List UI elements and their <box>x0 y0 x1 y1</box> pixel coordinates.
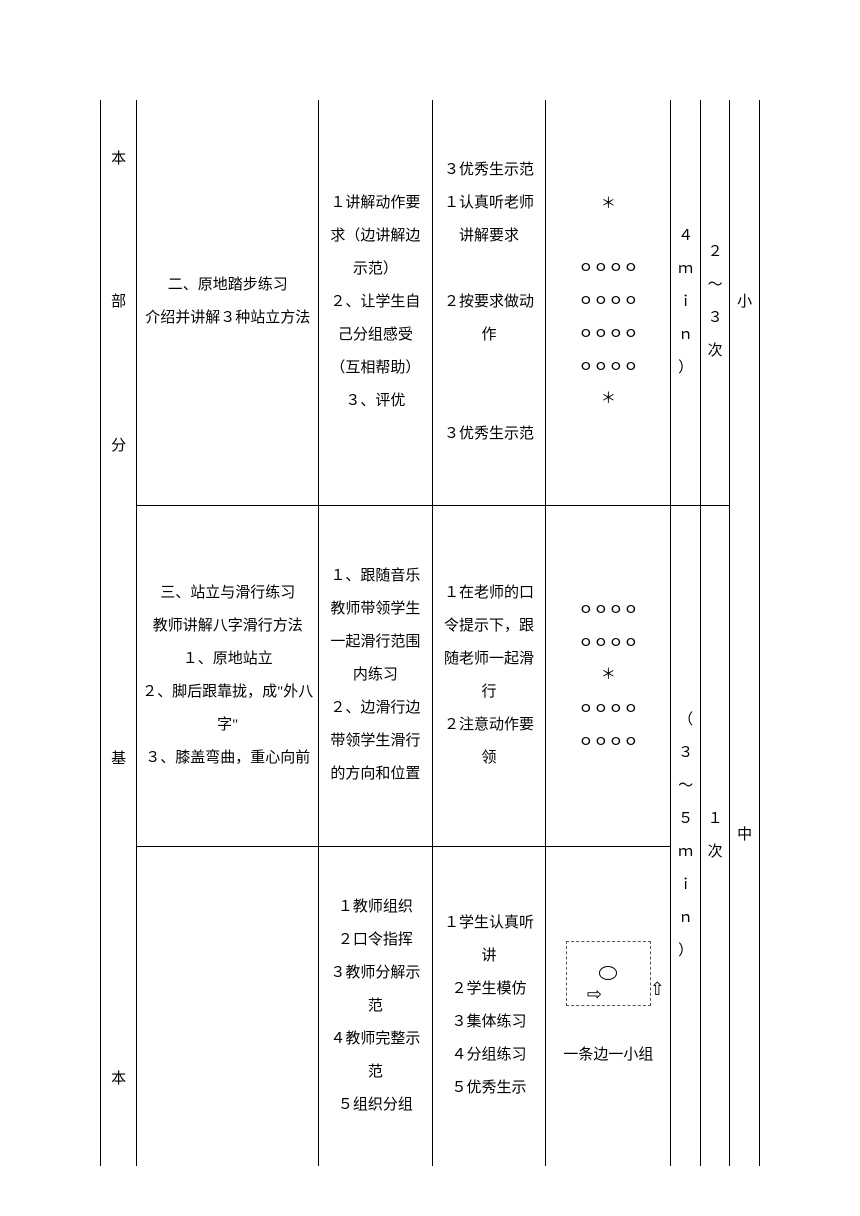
time-text: ４ｍｉｎ） <box>675 220 696 385</box>
intensity-cell: 小 <box>730 100 760 505</box>
formation-row: ｏｏｏｏ <box>550 317 666 350</box>
student-text: １学生认真听讲 ２学生模仿 ３集体练习 ４分组练习 ５优秀生示 <box>437 907 542 1105</box>
table-row: 基 三、站立与滑行练习 教师讲解八字滑行方法 １、原地站立 ２、脚后跟靠拢，成"… <box>101 505 760 846</box>
time-cell: ４ｍｉｎ） <box>671 100 701 505</box>
content-cell <box>137 846 319 1166</box>
formation-row: ｏｏｏｏ <box>550 626 666 659</box>
label-char: 本 <box>105 1063 132 1096</box>
formation-diagram: ⇨ ⇧ <box>566 941 651 1006</box>
formation-star: ＊ <box>550 383 666 416</box>
formation-star: ＊ <box>550 188 666 221</box>
formation-cell: ｏｏｏｏ ｏｏｏｏ ＊ ｏｏｏｏ ｏｏｏｏ <box>546 505 671 846</box>
time-cell: （３～５ｍｉｎ） <box>671 505 701 1166</box>
label-char: 基 <box>105 743 132 776</box>
formation-row: ｏｏｏｏ <box>550 725 666 758</box>
student-text: １在老师的口令提示下，跟随老师一起滑行 ２注意动作要领 <box>437 577 542 775</box>
intensity-cell: 中 <box>730 505 760 1166</box>
count-text: ２～３次 <box>705 236 726 368</box>
teacher-text: １教师组织 ２口令指挥 ３教师分解示范 ４教师完整示范 ５组织分组 <box>323 891 428 1122</box>
content-cell: 三、站立与滑行练习 教师讲解八字滑行方法 １、原地站立 ２、脚后跟靠拢，成"外八… <box>137 505 319 846</box>
count-cell: ２～３次 <box>700 100 730 505</box>
formation-row: ｏｏｏｏ <box>550 350 666 383</box>
formation-row: ｏｏｏｏ <box>550 284 666 317</box>
content-text: 三、站立与滑行练习 教师讲解八字滑行方法 １、原地站立 ２、脚后跟靠拢，成"外八… <box>141 577 314 775</box>
formation-star: ＊ <box>550 659 666 692</box>
teacher-text: １、跟随音乐教师带领学生一起滑行范围内练习 ２、边滑行边带领学生滑行的方向和位置 <box>323 560 428 791</box>
formation-caption: 一条边一小组 <box>550 1039 666 1072</box>
teacher-cell: １、跟随音乐教师带领学生一起滑行范围内练习 ２、边滑行边带领学生滑行的方向和位置 <box>319 505 433 846</box>
content-cell: 二、原地踏步练习 介绍并讲解３种站立方法 <box>137 100 319 505</box>
circle-icon <box>599 966 617 980</box>
formation-cell: ＊ ｏｏｏｏ ｏｏｏｏ ｏｏｏｏ ｏｏｏｏ ＊ <box>546 100 671 505</box>
content-text: 二、原地踏步练习 介绍并讲解３种站立方法 <box>141 269 314 335</box>
formation-row: ｏｏｏｏ <box>550 593 666 626</box>
section-label: 本 <box>101 846 137 1166</box>
teacher-cell: １教师组织 ２口令指挥 ３教师分解示范 ４教师完整示范 ５组织分组 <box>319 846 433 1166</box>
section-label: 本 部 分 <box>101 100 137 505</box>
label-char: 分 <box>105 430 132 463</box>
label-char: 本 <box>105 143 132 176</box>
student-text: ３优秀生示范 １认真听老师讲解要求 ２按要求做动作 ３优秀生示范 <box>437 154 542 451</box>
intensity-text: 小 <box>737 294 752 310</box>
section-label: 基 <box>101 505 137 846</box>
student-cell: １学生认真听讲 ２学生模仿 ３集体练习 ４分组练习 ５优秀生示 <box>432 846 546 1166</box>
table-row: 本 １教师组织 ２口令指挥 ３教师分解示范 ４教师完整示范 ５组织分组 １学生认… <box>101 846 760 1166</box>
arrow-up-icon: ⇧ <box>650 970 665 1010</box>
table-row: 本 部 分 二、原地踏步练习 介绍并讲解３种站立方法 １讲解动作要求（边讲解边示… <box>101 100 760 505</box>
arrow-right-icon: ⇨ <box>587 975 602 1015</box>
count-cell: １次 <box>700 505 730 1166</box>
lesson-plan-table: 本 部 分 二、原地踏步练习 介绍并讲解３种站立方法 １讲解动作要求（边讲解边示… <box>100 100 760 1166</box>
formation-cell: ⇨ ⇧ 一条边一小组 <box>546 846 671 1166</box>
time-text: （３～５ｍｉｎ） <box>675 704 696 968</box>
student-cell: １在老师的口令提示下，跟随老师一起滑行 ２注意动作要领 <box>432 505 546 846</box>
intensity-text: 中 <box>737 827 752 843</box>
label-char: 部 <box>105 286 132 319</box>
count-text: １次 <box>705 803 726 869</box>
formation-row: ｏｏｏｏ <box>550 251 666 284</box>
teacher-text: １讲解动作要求（边讲解边示范） ２、让学生自己分组感受（互相帮助） ３、评优 <box>323 187 428 418</box>
teacher-cell: １讲解动作要求（边讲解边示范） ２、让学生自己分组感受（互相帮助） ３、评优 <box>319 100 433 505</box>
student-cell: ３优秀生示范 １认真听老师讲解要求 ２按要求做动作 ３优秀生示范 <box>432 100 546 505</box>
formation-row: ｏｏｏｏ <box>550 692 666 725</box>
